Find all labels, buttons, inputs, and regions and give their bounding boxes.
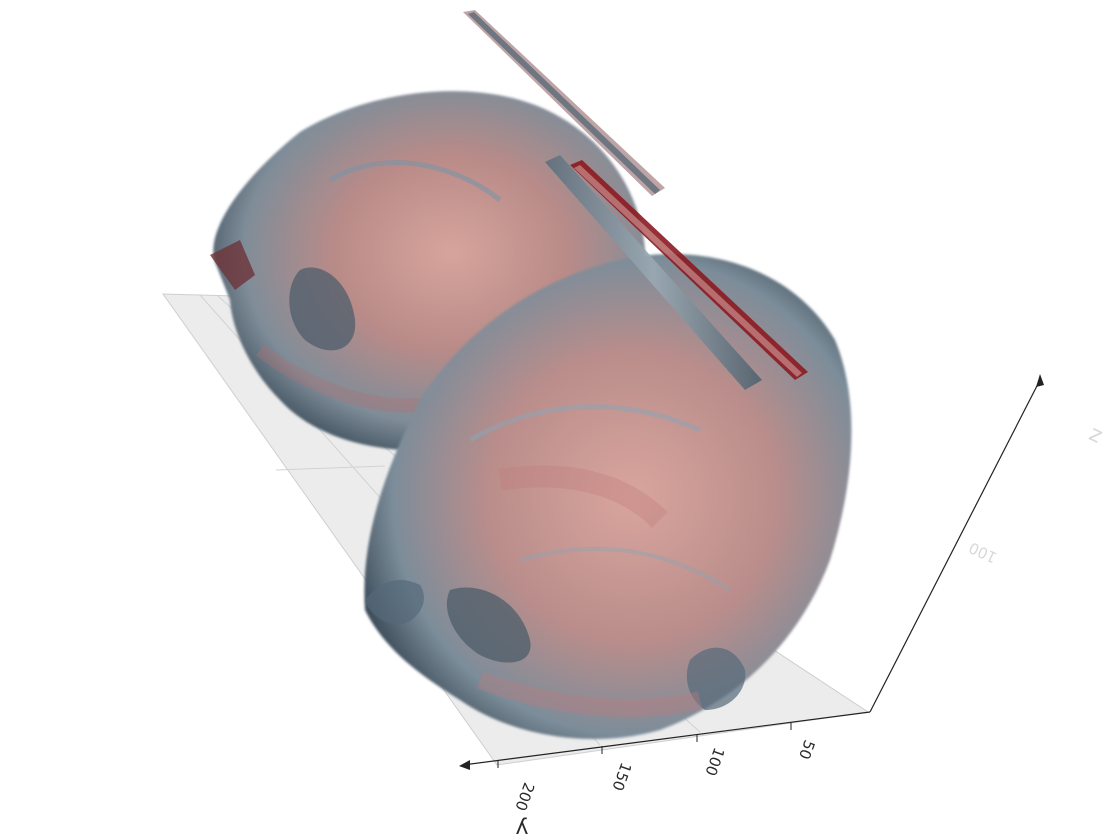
slice-plane-lower <box>570 160 808 380</box>
y-tick-label: 50 <box>795 738 818 762</box>
floor-gridline <box>275 465 386 471</box>
y-tick-label: 100 <box>701 745 728 778</box>
z-axis-arrowhead <box>1036 374 1044 387</box>
z-axis: 100 z <box>869 374 1106 713</box>
head-volume-front <box>364 254 852 739</box>
y-axis-title: y <box>515 816 528 835</box>
y-axis-line <box>462 711 871 766</box>
y-tick-label: 200 <box>511 780 538 813</box>
slice-plane-upper <box>463 10 665 196</box>
y-axis-arrowhead <box>459 760 470 770</box>
z-axis-line <box>869 379 1041 713</box>
y-tick-label: 150 <box>608 760 635 793</box>
probe-rod <box>545 155 762 390</box>
z-axis-title: z <box>1085 422 1106 450</box>
z-tick-label: 100 <box>966 538 1000 566</box>
